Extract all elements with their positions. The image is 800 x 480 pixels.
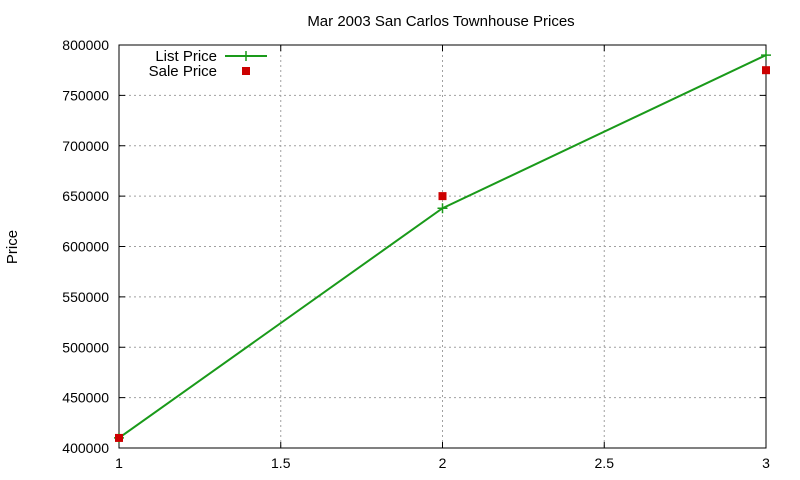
x-tick-label: 3 — [762, 455, 770, 471]
legend-label-sale-price: Sale Price — [149, 63, 217, 80]
legend-marker-list-price — [241, 51, 251, 61]
y-axis-label: Price — [4, 230, 21, 264]
sale-price-point — [115, 433, 123, 442]
list-price-point — [761, 50, 771, 61]
y-tick-label: 800000 — [62, 37, 109, 53]
x-tick-label: 2 — [439, 455, 447, 471]
series-layer — [114, 50, 771, 443]
legend-label-list-price: List Price — [155, 48, 217, 65]
y-tick-label: 700000 — [62, 138, 109, 154]
y-tick-label: 600000 — [62, 239, 109, 255]
y-tick-label: 500000 — [62, 339, 109, 355]
x-axis-tick-labels: 1 1.5 2 2.5 3 — [115, 455, 770, 471]
axis-ticks — [118, 44, 767, 449]
x-tick-label: 2.5 — [595, 455, 615, 471]
y-tick-label: 550000 — [62, 289, 109, 305]
y-tick-label: 450000 — [62, 390, 109, 406]
x-tick-label: 1 — [115, 455, 123, 471]
list-price-point — [437, 203, 448, 214]
chart-title: Mar 2003 San Carlos Townhouse Prices — [307, 13, 574, 30]
legend-marker-sale-price — [242, 67, 250, 75]
y-tick-label: 650000 — [62, 188, 109, 204]
x-tick-label: 1.5 — [271, 455, 291, 471]
grid-lines — [119, 45, 766, 448]
sale-price-point — [762, 66, 770, 75]
y-tick-label: 400000 — [62, 440, 109, 456]
sale-price-point — [438, 192, 447, 201]
y-axis-tick-labels: 400000 450000 500000 550000 600000 650000 7000… — [62, 37, 109, 456]
y-tick-label: 750000 — [62, 87, 109, 103]
